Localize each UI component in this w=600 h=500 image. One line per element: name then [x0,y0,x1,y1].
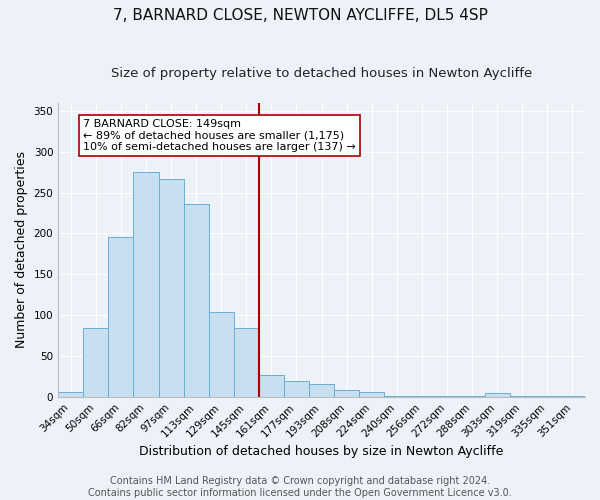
Bar [58,392,83,397]
Bar [510,396,535,397]
Bar [535,396,560,397]
Bar [259,375,284,397]
Bar [460,396,485,397]
Bar [485,393,510,397]
Y-axis label: Number of detached properties: Number of detached properties [15,152,28,348]
Bar [184,204,209,397]
Bar [334,390,359,397]
Bar [309,384,334,397]
X-axis label: Distribution of detached houses by size in Newton Aycliffe: Distribution of detached houses by size … [139,444,504,458]
Bar [109,237,133,397]
Text: 7, BARNARD CLOSE, NEWTON AYCLIFFE, DL5 4SP: 7, BARNARD CLOSE, NEWTON AYCLIFFE, DL5 4… [113,8,487,22]
Bar [234,328,259,397]
Bar [409,396,434,397]
Text: 7 BARNARD CLOSE: 149sqm
← 89% of detached houses are smaller (1,175)
10% of semi: 7 BARNARD CLOSE: 149sqm ← 89% of detache… [83,119,356,152]
Bar [209,312,234,397]
Bar [158,180,184,397]
Bar [359,392,385,397]
Text: Contains HM Land Registry data © Crown copyright and database right 2024.
Contai: Contains HM Land Registry data © Crown c… [88,476,512,498]
Title: Size of property relative to detached houses in Newton Aycliffe: Size of property relative to detached ho… [111,68,532,80]
Bar [83,328,109,397]
Bar [560,396,585,397]
Bar [133,172,158,397]
Bar [385,396,409,397]
Bar [284,381,309,397]
Bar [434,396,460,397]
